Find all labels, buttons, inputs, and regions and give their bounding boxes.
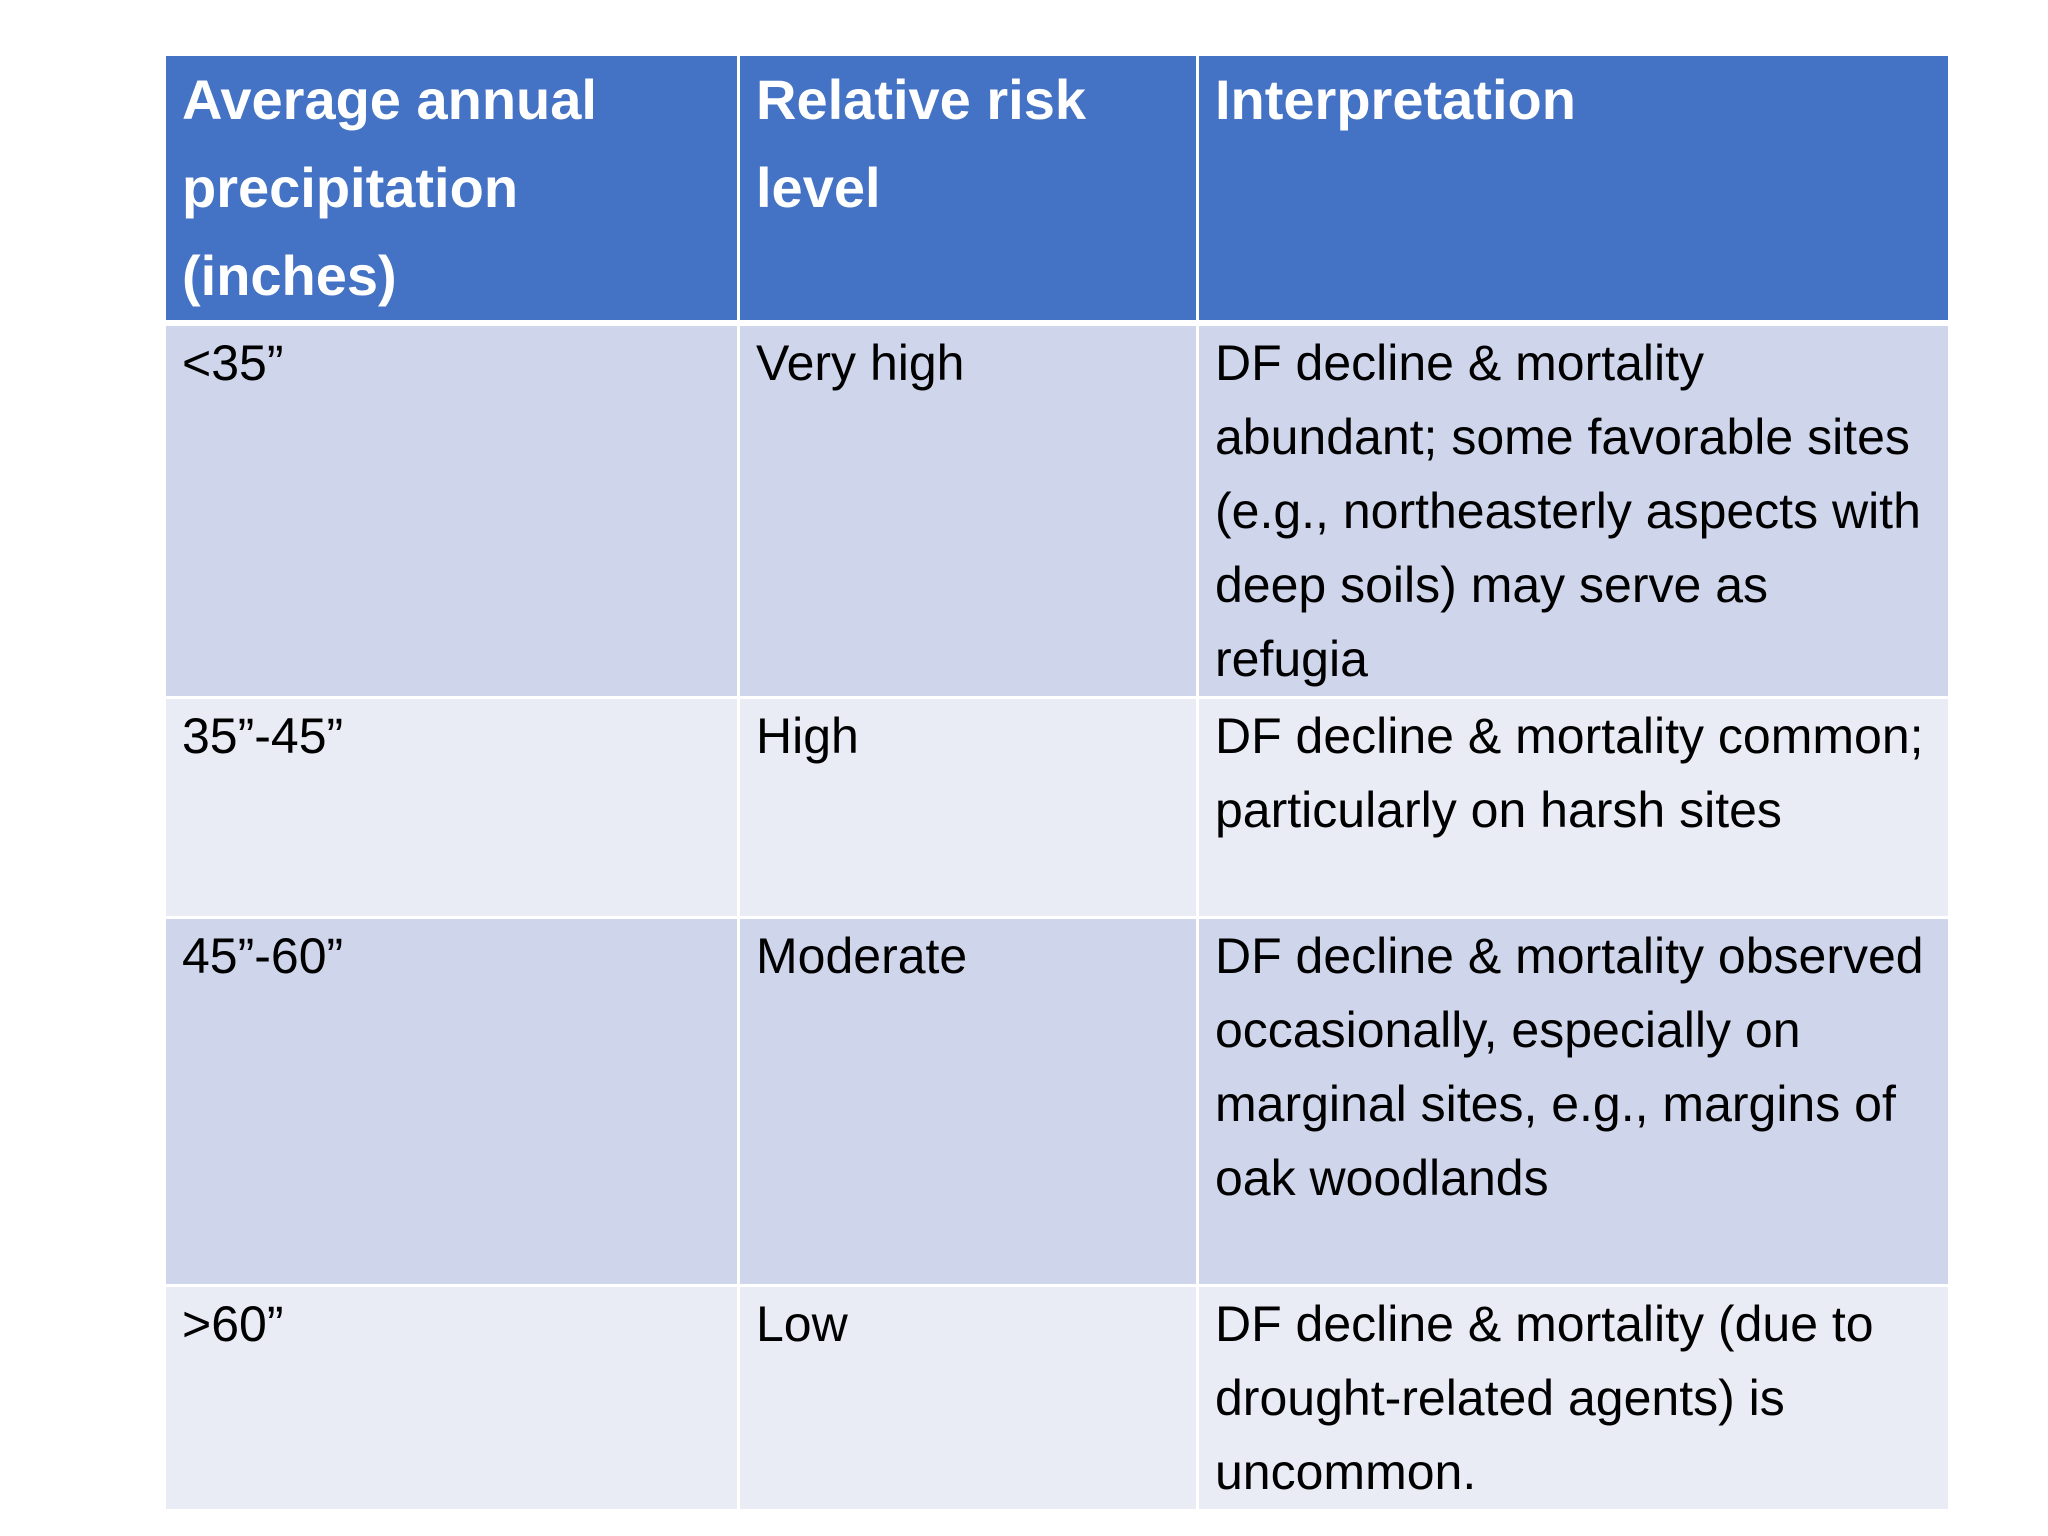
cell-interpretation: DF decline & mortality observed occasion… [1199,919,1948,1287]
cell-interpretation: DF decline & mortality abundant; some fa… [1199,326,1948,699]
cell-precipitation: >60” [166,1287,740,1509]
cell-precipitation: <35” [166,326,740,699]
cell-precipitation: 35”-45” [166,699,740,919]
table-body: <35” Very high DF decline & mortality ab… [166,326,1948,1509]
table-header: Average annual precipitation (inches) Re… [166,56,1948,326]
cell-interpretation: DF decline & mortality (due to drought-r… [1199,1287,1948,1509]
cell-risk-level: Low [740,1287,1199,1509]
table-row: >60” Low DF decline & mortality (due to … [166,1287,1948,1509]
table-row: <35” Very high DF decline & mortality ab… [166,326,1948,699]
cell-risk-level: High [740,699,1199,919]
header-risk-level: Relative risk level [740,56,1199,326]
cell-risk-level: Moderate [740,919,1199,1287]
cell-risk-level: Very high [740,326,1199,699]
table-row: 35”-45” High DF decline & mortality comm… [166,699,1948,919]
header-precipitation: Average annual precipitation (inches) [166,56,740,326]
cell-interpretation: DF decline & mortality common; particula… [1199,699,1948,919]
cell-precipitation: 45”-60” [166,919,740,1287]
precipitation-risk-table: Average annual precipitation (inches) Re… [166,56,1948,1509]
table-row: 45”-60” Moderate DF decline & mortality … [166,919,1948,1287]
header-interpretation: Interpretation [1199,56,1948,326]
header-row: Average annual precipitation (inches) Re… [166,56,1948,326]
